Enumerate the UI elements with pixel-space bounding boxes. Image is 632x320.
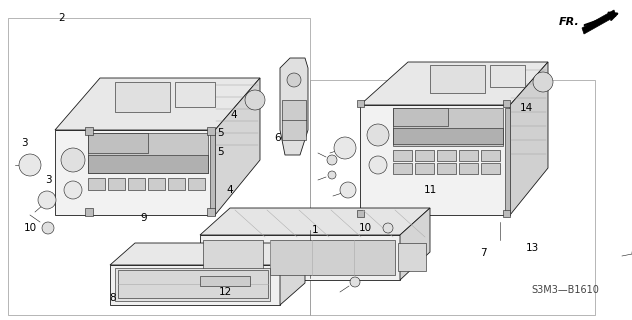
Text: 8: 8 <box>110 293 116 303</box>
Bar <box>168 178 185 190</box>
Bar <box>505 108 510 215</box>
Circle shape <box>42 222 54 234</box>
Bar <box>207 127 215 135</box>
Bar <box>88 155 208 173</box>
Polygon shape <box>110 265 280 305</box>
Text: 13: 13 <box>525 243 538 253</box>
Bar <box>282 100 306 140</box>
Bar <box>115 268 270 301</box>
Bar <box>207 208 215 216</box>
Bar <box>175 82 215 107</box>
Bar <box>85 127 93 135</box>
Bar <box>415 150 434 161</box>
Bar <box>88 178 105 190</box>
Bar <box>459 163 478 174</box>
Text: 5: 5 <box>217 147 223 157</box>
Text: 4: 4 <box>227 185 233 195</box>
Circle shape <box>287 73 301 87</box>
Bar <box>270 240 395 275</box>
Circle shape <box>64 181 82 199</box>
Text: 9: 9 <box>141 213 147 223</box>
Polygon shape <box>510 62 548 215</box>
Polygon shape <box>110 243 305 265</box>
Bar <box>357 210 364 217</box>
Circle shape <box>369 156 387 174</box>
Bar <box>148 178 165 190</box>
Text: 10: 10 <box>358 223 372 233</box>
Text: 6: 6 <box>275 133 281 143</box>
Bar <box>108 178 125 190</box>
Text: 7: 7 <box>480 248 486 258</box>
Polygon shape <box>200 208 430 235</box>
Bar <box>85 208 93 216</box>
Circle shape <box>328 171 336 179</box>
Text: 12: 12 <box>219 287 231 297</box>
Circle shape <box>383 223 393 233</box>
Bar <box>200 276 250 286</box>
Bar <box>188 178 205 190</box>
Polygon shape <box>280 58 308 155</box>
Text: 3: 3 <box>45 175 51 185</box>
Polygon shape <box>55 130 215 215</box>
Bar <box>393 128 503 144</box>
Bar <box>503 210 510 217</box>
Circle shape <box>367 124 389 146</box>
Bar <box>437 163 456 174</box>
Bar <box>430 65 485 93</box>
Bar <box>393 150 412 161</box>
Polygon shape <box>360 62 548 105</box>
Polygon shape <box>582 10 616 34</box>
Bar <box>398 243 426 271</box>
Bar <box>115 82 170 112</box>
Bar <box>210 133 215 215</box>
Circle shape <box>340 182 356 198</box>
Bar <box>118 270 268 298</box>
Text: 2: 2 <box>59 13 65 23</box>
Bar <box>481 163 500 174</box>
Text: 3: 3 <box>21 138 27 148</box>
Text: FR.: FR. <box>559 17 580 27</box>
Text: 1: 1 <box>312 225 319 235</box>
Circle shape <box>245 90 265 110</box>
Circle shape <box>350 277 360 287</box>
Circle shape <box>19 154 41 176</box>
Polygon shape <box>215 78 260 215</box>
Circle shape <box>61 148 85 172</box>
Bar <box>128 178 145 190</box>
Text: 11: 11 <box>423 185 437 195</box>
Polygon shape <box>55 78 260 130</box>
Text: 5: 5 <box>217 128 223 138</box>
Polygon shape <box>400 208 430 280</box>
Bar <box>393 163 412 174</box>
Circle shape <box>533 72 553 92</box>
Circle shape <box>38 191 56 209</box>
Bar <box>203 240 263 275</box>
Bar <box>88 133 208 173</box>
Bar <box>503 100 510 107</box>
Bar <box>490 65 525 87</box>
Text: 14: 14 <box>520 103 533 113</box>
Text: S3M3—B1610: S3M3—B1610 <box>531 285 599 295</box>
Bar <box>415 163 434 174</box>
Bar <box>459 150 478 161</box>
Polygon shape <box>360 105 510 215</box>
Text: 4: 4 <box>231 110 237 120</box>
Bar <box>357 100 364 107</box>
Bar <box>393 108 503 146</box>
Polygon shape <box>200 235 400 280</box>
Circle shape <box>334 137 356 159</box>
Text: 10: 10 <box>23 223 37 233</box>
Circle shape <box>327 155 337 165</box>
Bar <box>481 150 500 161</box>
Bar <box>88 133 148 153</box>
Bar <box>393 108 448 126</box>
Polygon shape <box>280 243 305 305</box>
Bar <box>437 150 456 161</box>
